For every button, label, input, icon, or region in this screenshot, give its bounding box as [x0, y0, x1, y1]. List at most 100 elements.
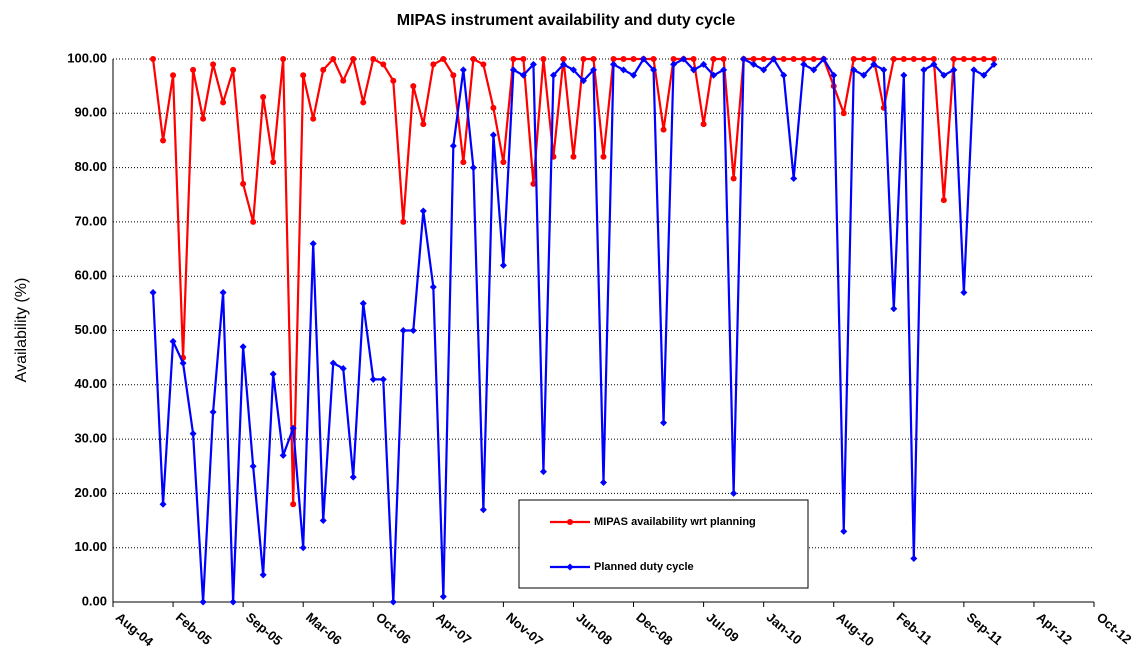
y-tick-label: 10.00: [74, 539, 107, 554]
marker: [310, 115, 317, 122]
marker: [920, 66, 928, 74]
marker: [960, 56, 967, 62]
marker: [710, 71, 718, 79]
marker: [329, 359, 337, 367]
marker: [389, 598, 397, 606]
marker: [170, 72, 177, 79]
marker: [369, 375, 377, 383]
marker: [650, 56, 657, 62]
marker: [600, 479, 607, 487]
marker: [219, 288, 227, 296]
marker: [640, 55, 648, 63]
y-tick-label: 90.00: [74, 105, 107, 120]
marker: [300, 72, 307, 79]
marker: [299, 544, 307, 552]
marker: [660, 419, 668, 427]
marker: [370, 56, 377, 62]
y-tick-label: 70.00: [74, 213, 107, 228]
marker: [589, 66, 597, 74]
x-tick-label: Oct-12: [1094, 609, 1132, 647]
marker: [230, 66, 237, 73]
marker: [199, 598, 207, 606]
marker: [290, 501, 297, 508]
legend: MIPAS availability wrt planning Planned d…: [518, 499, 809, 589]
x-tick-label: Apr-12: [1034, 609, 1075, 647]
legend-label: MIPAS availability wrt planning: [594, 516, 756, 528]
marker: [350, 56, 357, 62]
marker: [359, 299, 367, 307]
marker: [570, 153, 577, 160]
marker: [860, 71, 868, 79]
marker: [479, 506, 487, 514]
marker: [680, 55, 688, 63]
marker: [566, 563, 574, 571]
marker: [309, 240, 317, 248]
marker: [940, 71, 948, 79]
marker: [800, 56, 807, 62]
marker: [270, 159, 277, 166]
marker: [760, 56, 767, 62]
marker: [900, 71, 908, 79]
marker: [800, 60, 808, 68]
marker: [850, 56, 857, 62]
marker: [330, 56, 337, 62]
marker: [430, 61, 437, 68]
marker: [149, 288, 157, 296]
marker: [439, 593, 447, 601]
marker: [790, 174, 798, 182]
marker: [920, 56, 927, 62]
marker: [530, 180, 537, 187]
marker: [240, 180, 247, 187]
marker: [210, 61, 217, 68]
marker: [399, 327, 407, 334]
marker: [600, 153, 607, 160]
marker: [190, 66, 197, 73]
marker: [630, 56, 637, 62]
marker: [780, 56, 787, 62]
marker: [459, 66, 467, 74]
marker: [710, 56, 717, 62]
marker: [820, 55, 828, 63]
marker: [529, 60, 537, 68]
marker: [189, 430, 197, 438]
marker: [760, 66, 768, 74]
marker: [380, 61, 387, 68]
marker: [220, 99, 227, 106]
marker: [990, 60, 998, 68]
x-tick-label: Dec-08: [633, 609, 675, 648]
marker: [700, 121, 707, 128]
marker: [980, 71, 988, 79]
marker: [229, 598, 237, 606]
marker: [900, 56, 907, 62]
marker: [540, 56, 547, 62]
chart-title: MIPAS instrument availability and duty c…: [397, 12, 736, 29]
marker: [480, 61, 487, 68]
x-tick-label: Nov-07: [503, 609, 546, 648]
marker: [420, 121, 427, 128]
marker: [950, 66, 958, 74]
marker: [450, 72, 457, 79]
marker: [580, 56, 587, 62]
marker: [940, 197, 947, 204]
x-tick-label: Jun-08: [573, 609, 615, 647]
marker: [379, 375, 387, 383]
marker: [910, 56, 917, 62]
marker: [400, 218, 407, 225]
marker: [250, 218, 257, 225]
marker: [840, 110, 847, 117]
marker: [419, 207, 427, 215]
marker: [429, 283, 437, 291]
marker: [930, 60, 938, 68]
x-tick-label: Feb-11: [894, 609, 935, 647]
marker: [650, 66, 658, 74]
marker: [670, 56, 677, 62]
marker: [770, 55, 778, 63]
marker: [239, 343, 247, 351]
marker: [840, 527, 848, 535]
marker: [390, 77, 397, 84]
marker: [960, 288, 968, 296]
marker: [567, 519, 573, 525]
x-tick-label: Feb-05: [173, 609, 215, 647]
marker: [549, 71, 557, 79]
marker: [980, 56, 987, 62]
